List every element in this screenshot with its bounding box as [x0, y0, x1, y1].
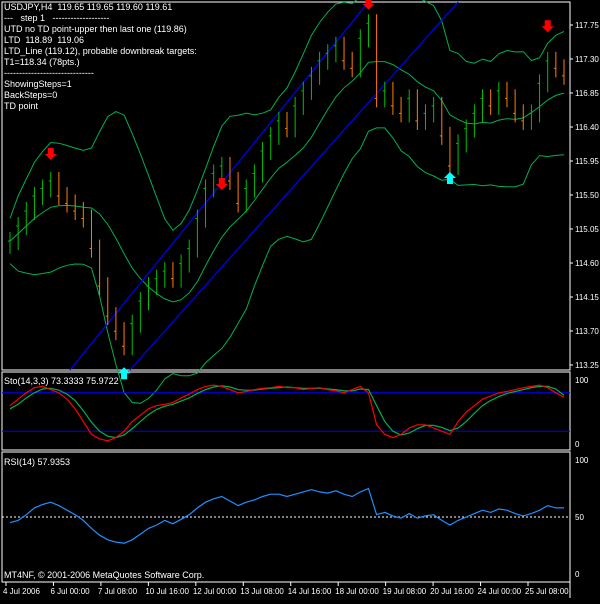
band-lower	[9, 127, 565, 404]
rsi-tick-label: 100	[575, 456, 589, 465]
time-tick-label: 20 Jul 16:00	[430, 587, 474, 596]
time-tick-label: 12 Jul 00:00	[192, 587, 237, 596]
info-line: BackSteps=0	[4, 90, 58, 100]
price-tick-label: 116.85	[575, 89, 599, 98]
rsi-line	[9, 487, 564, 544]
stochastic-main-line	[9, 384, 565, 442]
time-tick-label: 4 Jul 2006	[3, 587, 40, 596]
time-tick-label: 18 Jul 00:00	[335, 587, 379, 596]
info-line: UTD no TD point-upper then last one (119…	[4, 24, 187, 34]
stochastic-signal-line	[9, 385, 565, 439]
time-tick-label: 13 Jul 08:00	[240, 587, 284, 596]
price-tick-label: 117.30	[575, 55, 599, 64]
stochastic-label: Sto(14,3,3) 73.3333 75.9722	[4, 376, 119, 386]
copyright-label: MT4NF, © 2001-2006 MetaQuotes Software C…	[4, 570, 205, 580]
time-tick-label: 6 Jul 00:00	[50, 587, 90, 596]
td-up-arrow-icon	[118, 367, 131, 380]
stochastic-tick-label: 0	[575, 440, 580, 449]
td-down-arrow-icon	[541, 20, 554, 33]
time-tick-label: 14 Jul 16:00	[287, 587, 332, 596]
price-tick-label: 115.05	[575, 225, 599, 234]
info-line: ShowingSteps=1	[4, 79, 72, 89]
time-tick-label: 7 Jul 08:00	[97, 587, 138, 596]
td-down-arrow-icon	[362, 0, 375, 10]
info-line: --- step 1 -------------------	[4, 13, 110, 23]
price-tick-label: 116.40	[575, 123, 599, 132]
td-down-arrow-icon	[215, 178, 228, 190]
info-line: LTD_Line (119.12), probable downbreak ta…	[4, 46, 197, 56]
time-tick-label: 25 Jul 08:00	[525, 587, 569, 596]
price-tick-label: 113.25	[575, 361, 599, 370]
stochastic-tick-label: 100	[575, 376, 589, 385]
band-middle	[9, 61, 565, 303]
rsi-tick-label: 0	[575, 570, 580, 579]
time-tick-label: 24 Jul 00:00	[477, 587, 522, 596]
info-line: T1=118.34 (78pts.)	[4, 57, 80, 67]
band-upper	[9, 0, 565, 232]
rsi-tick-label: 50	[575, 513, 584, 522]
price-tick-label: 115.50	[575, 191, 599, 200]
price-tick-label: 117.75	[575, 21, 599, 30]
main-pane-frame	[1, 1, 571, 371]
price-tick-label: 114.15	[575, 293, 599, 302]
price-tick-label: 114.60	[575, 259, 599, 268]
td-up-arrow-icon	[443, 171, 456, 184]
td-lower-line	[129, 1, 459, 371]
rsi-label: RSI(14) 57.9353	[4, 457, 71, 467]
time-tick-label: 19 Jul 08:00	[382, 587, 427, 596]
info-line: ------------------------------	[4, 68, 94, 78]
stochastic-pane-frame	[1, 371, 571, 451]
indicator-info-panel: --- step 1 ------------------- UTD no TD …	[4, 13, 197, 112]
price-tick-label: 115.95	[575, 157, 599, 166]
price-tick-label: 113.70	[575, 327, 599, 336]
info-line: TD point	[4, 101, 39, 111]
time-tick-label: 10 Jul 16:00	[145, 587, 189, 596]
symbol-quote: USDJPY,H4 119.65 119.65 119.60 119.61	[4, 2, 173, 12]
td-down-arrow-icon	[44, 147, 57, 160]
info-line: LTD 118.89 119.06	[4, 35, 85, 45]
